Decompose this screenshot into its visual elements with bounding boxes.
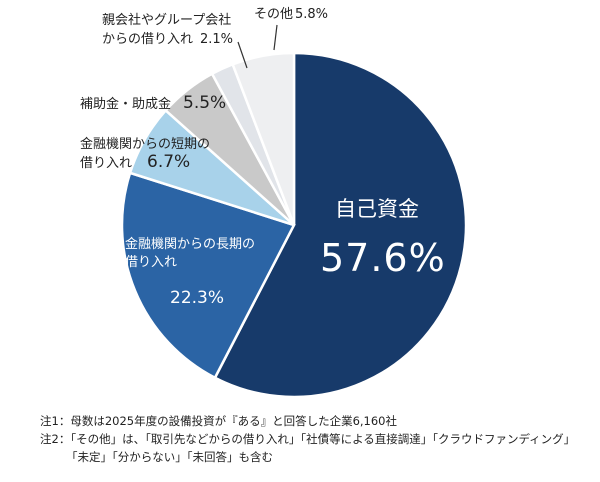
value-long-term: 22.3%	[170, 288, 225, 308]
label-parent-1: 親会社やグループ会社	[102, 13, 232, 28]
label-short-term-2: 借り入れ	[80, 156, 133, 171]
label-self-funds: 自己資金	[335, 197, 419, 221]
note-1: 注1：母数は2025年度の設備投資が『ある』と回答した企業6,160社	[40, 414, 398, 428]
value-parent: 2.1%	[200, 32, 234, 47]
label-subsidy: 補助金・助成金	[80, 97, 172, 112]
label-short-term-1: 金融機関からの短期の	[80, 137, 211, 152]
label-parent-2: からの借り入れ	[102, 32, 194, 47]
value-short-term: 6.7%	[147, 152, 191, 172]
value-subsidy: 5.5%	[183, 93, 227, 113]
leader-line-other	[273, 24, 278, 51]
note-2: 注2：「その他」は、「取引先などからの借り入れ」「社債等による直接調達」「クラウ…	[40, 432, 576, 446]
label-long-term-1: 金融機関からの長期の	[125, 237, 256, 252]
pie-slice-long-term-loans	[120, 171, 296, 380]
pie-slice-other	[231, 51, 296, 226]
value-self-funds: 57.6%	[320, 236, 446, 280]
label-other: その他	[254, 7, 294, 22]
note-2-continued: 「未定」「分からない」「未回答」も含む	[66, 450, 273, 464]
label-long-term-2: 借り入れ	[125, 255, 178, 270]
pie-slice-self-funds	[213, 51, 468, 399]
leader-line-parent-company-loans	[237, 41, 248, 69]
value-other: 5.8%	[295, 7, 329, 22]
